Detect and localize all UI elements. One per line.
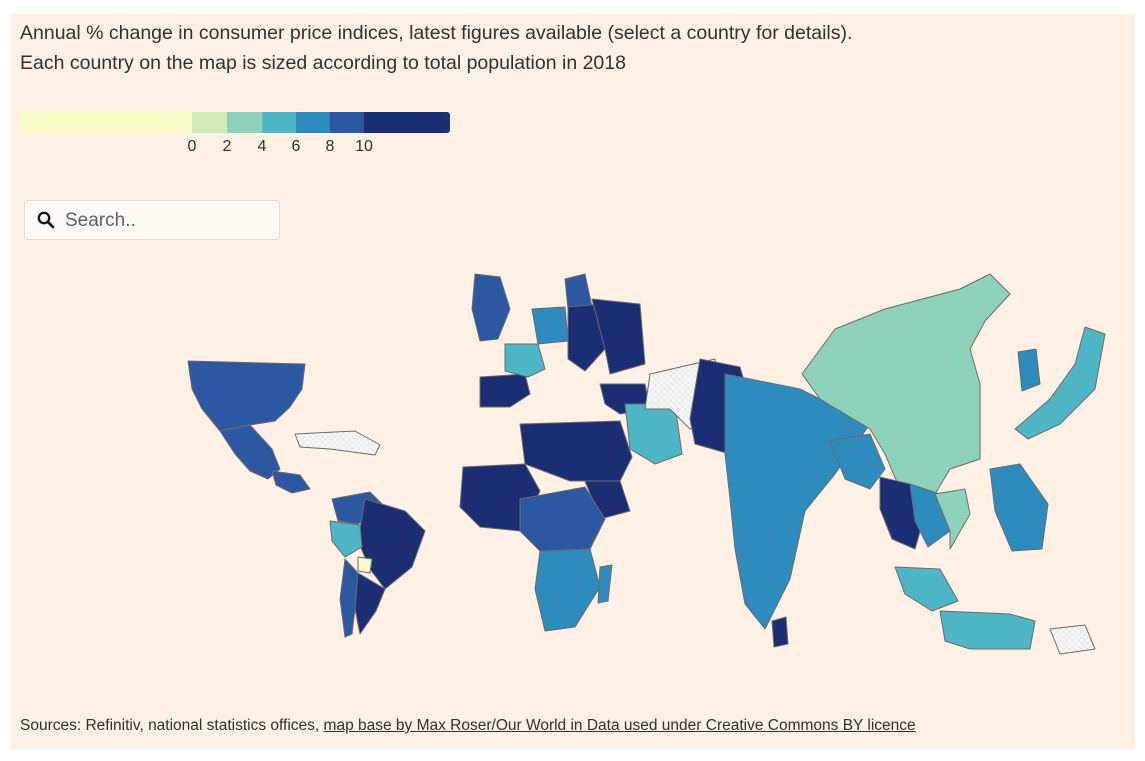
subtitle-line-1: Annual % change in consumer price indice…: [20, 22, 853, 44]
legend-tick-0: 0: [187, 138, 197, 155]
legend-tick-10: 10: [355, 138, 373, 155]
region-united-kingdom[interactable]: [471, 273, 511, 342]
region-china[interactable]: [801, 273, 1011, 495]
legend-swatch-above-10: [364, 112, 450, 133]
region-mexico[interactable]: [219, 424, 281, 480]
legend-tick-8: 8: [325, 138, 335, 155]
legend-tick-4: 4: [257, 138, 267, 155]
region-bolivia[interactable]: [357, 556, 373, 574]
region-vietnam[interactable]: [934, 488, 971, 550]
region-malaysia[interactable]: [894, 566, 959, 612]
legend-swatch-below-0: [20, 112, 192, 133]
region-indonesia[interactable]: [939, 610, 1036, 650]
region-central-america[interactable]: [271, 470, 311, 494]
region-north-america[interactable]: [187, 360, 306, 432]
world-map: [187, 273, 1106, 655]
sources-note: Sources: Refinitiv, national statistics …: [20, 717, 916, 735]
region-sri-lanka[interactable]: [771, 616, 789, 648]
legend-swatch-4-6: [262, 112, 296, 133]
search-icon: [37, 211, 55, 229]
legend-swatch-2-4: [227, 112, 262, 133]
region-bangladesh[interactable]: [829, 433, 886, 490]
legend-swatch-8-10: [330, 112, 364, 133]
chart-panel: Annual % change in consumer price indice…: [10, 14, 1135, 749]
region-iberia[interactable]: [479, 373, 531, 408]
legend-swatch-0-2: [192, 112, 227, 133]
region-madagascar[interactable]: [597, 564, 613, 604]
region-north-africa[interactable]: [519, 420, 633, 482]
country-search[interactable]: [24, 200, 280, 240]
region-southern-africa[interactable]: [534, 548, 601, 632]
region-caribbean[interactable]: [294, 430, 381, 456]
region-japan[interactable]: [1014, 326, 1106, 440]
region-germany[interactable]: [531, 306, 569, 345]
region-peru[interactable]: [329, 520, 363, 558]
map-base-credit-link[interactable]: map base by Max Roser/Our World in Data …: [323, 717, 916, 734]
region-scandinavia[interactable]: [564, 273, 593, 310]
region-philippines[interactable]: [989, 463, 1049, 552]
region-korea[interactable]: [1017, 348, 1041, 392]
subtitle-line-2: Each country on the map is sized accordi…: [20, 52, 626, 74]
region-argentina[interactable]: [354, 572, 386, 635]
sources-prefix: Sources: Refinitiv, national statistics …: [20, 717, 324, 734]
region-oceania[interactable]: [1049, 624, 1096, 655]
region-brazil[interactable]: [357, 498, 426, 590]
region-chile[interactable]: [339, 558, 359, 638]
region-france[interactable]: [504, 343, 546, 378]
legend-swatch-6-8: [296, 112, 330, 133]
legend-tick-2: 2: [222, 138, 232, 155]
legend-tick-6: 6: [291, 138, 301, 155]
region-russia[interactable]: [591, 298, 646, 375]
chart-subtitle: Annual % change in consumer price indice…: [20, 18, 1120, 78]
search-input[interactable]: [63, 207, 272, 235]
